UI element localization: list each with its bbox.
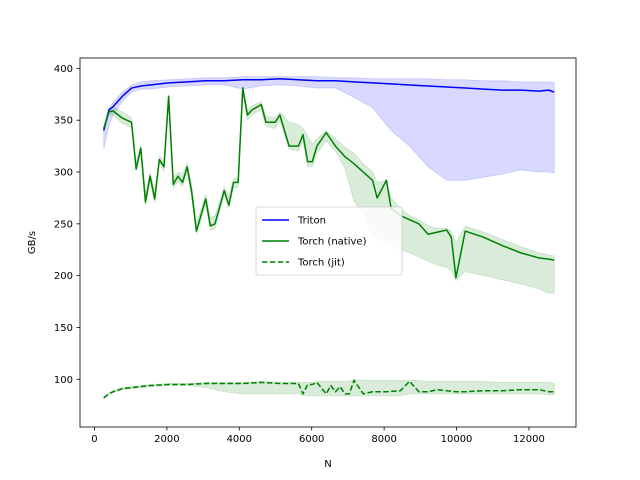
legend-box bbox=[255, 206, 403, 276]
x-tick-label: 4000 bbox=[227, 434, 252, 445]
legend-label-0: Triton bbox=[297, 216, 326, 227]
y-tick-label: 250 bbox=[54, 219, 73, 230]
x-tick-label: 0 bbox=[91, 434, 97, 445]
x-tick-label: 6000 bbox=[299, 434, 324, 445]
series-line-1 bbox=[103, 87, 555, 279]
x-tick-label: 12000 bbox=[513, 434, 545, 445]
y-tick-label: 350 bbox=[54, 116, 73, 127]
x-tick-label: 10000 bbox=[441, 434, 473, 445]
x-tick-label: 2000 bbox=[154, 434, 179, 445]
x-axis-ticks: 0 2000 4000 6000 8000 10000 12000 bbox=[91, 427, 545, 445]
y-axis-ticks: 100 150 200 250 300 350 400 bbox=[54, 64, 80, 386]
y-tick-label: 100 bbox=[54, 375, 73, 386]
y-tick-label: 150 bbox=[54, 323, 73, 334]
series-line-0 bbox=[103, 77, 555, 131]
x-tick-label: 8000 bbox=[371, 434, 396, 445]
plot-frame bbox=[79, 57, 577, 428]
legend-label-2: Torch (jit) bbox=[297, 258, 345, 269]
y-tick-label: 400 bbox=[54, 64, 73, 75]
legend: Triton Torch (native) Torch (jit) bbox=[255, 206, 403, 276]
series-line-2 bbox=[103, 379, 555, 399]
series-lines bbox=[103, 77, 555, 399]
y-tick-label: 300 bbox=[54, 168, 73, 179]
legend-label-1: Torch (native) bbox=[297, 237, 367, 248]
band-0 bbox=[103, 76, 555, 181]
x-axis-label: N bbox=[324, 459, 331, 470]
y-tick-label: 200 bbox=[54, 271, 73, 282]
band-1 bbox=[103, 85, 555, 294]
y-axis-label: GB/s bbox=[27, 231, 38, 254]
